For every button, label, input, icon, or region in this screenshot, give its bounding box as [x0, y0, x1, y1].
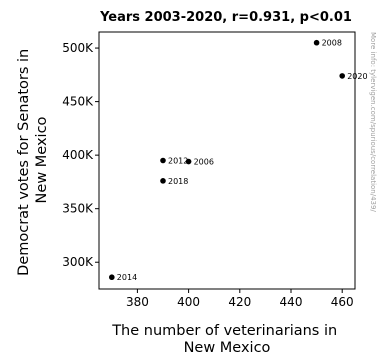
data-points: 2008 2020 2012 2006 2018 2014 [109, 39, 368, 282]
y-axis-label-line-1: Democrat votes for Senators in [16, 49, 32, 276]
data-point-label: 2014 [117, 273, 137, 282]
source-watermark: More info: tylervigen.com/spurious/corre… [369, 32, 377, 212]
x-tick-label: 440 [280, 295, 303, 309]
chart-title: Years 2003-2020, r=0.931, p<0.01 [99, 10, 352, 25]
x-tick-label: 420 [228, 295, 251, 309]
data-point [185, 158, 192, 165]
data-point-label: 2012 [168, 157, 188, 166]
x-axis-label-line-2: New Mexico [184, 340, 271, 355]
y-tick-label: 500K [62, 41, 94, 55]
data-point-label: 2020 [347, 72, 367, 81]
data-point [160, 157, 166, 164]
data-point [109, 274, 115, 281]
x-axis-label-line-1: The number of veterinarians in [111, 323, 337, 339]
y-tick-label: 300K [62, 255, 94, 269]
y-tick-label: 450K [62, 95, 94, 109]
x-tick-label: 380 [126, 295, 149, 309]
data-point [339, 73, 346, 79]
plot-area [98, 31, 356, 290]
y-axis-label: Democrat votes for Senators in New Mexic… [16, 44, 50, 276]
x-tick-label: 400 [177, 295, 200, 309]
y-axis-label-line-2: New Mexico [34, 116, 50, 203]
x-axis: 380 400 420 440 460 [126, 289, 354, 309]
y-tick-label: 350K [62, 202, 94, 216]
data-point-label: 2006 [194, 158, 214, 167]
data-point-label: 2018 [168, 177, 188, 186]
y-axis: 300K 350K 400K 450K 500K [62, 41, 99, 269]
x-tick-label: 460 [331, 295, 354, 309]
data-point-label: 2008 [322, 39, 342, 48]
x-axis-label: The number of veterinarians in New Mexic… [111, 323, 342, 355]
y-tick-label: 400K [62, 148, 94, 162]
data-point [313, 39, 320, 46]
data-point [160, 178, 166, 184]
